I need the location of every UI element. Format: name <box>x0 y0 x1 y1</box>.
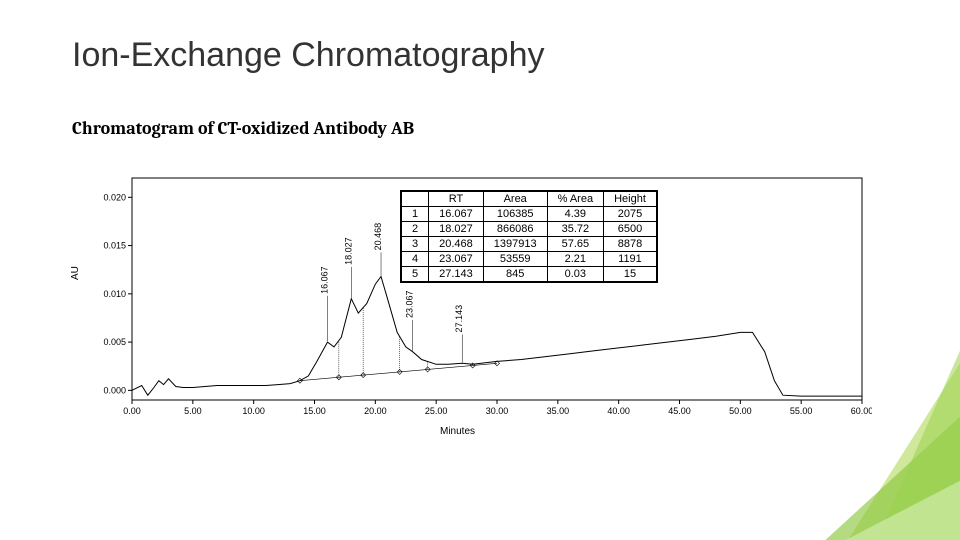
table-row: 116.0671063854.392075 <box>402 207 657 222</box>
svg-text:20.00: 20.00 <box>364 406 387 416</box>
corner-decoration <box>700 260 960 540</box>
peak-label: 23.067 <box>405 290 415 318</box>
svg-text:40.00: 40.00 <box>607 406 630 416</box>
table-row: 423.067535592.211191 <box>402 252 657 267</box>
svg-text:15.00: 15.00 <box>303 406 326 416</box>
svg-text:0.020: 0.020 <box>103 192 126 202</box>
svg-text:0.005: 0.005 <box>103 337 126 347</box>
peak-label: 27.143 <box>454 305 464 333</box>
svg-text:35.00: 35.00 <box>547 406 570 416</box>
svg-text:45.00: 45.00 <box>668 406 691 416</box>
svg-text:5.00: 5.00 <box>184 406 202 416</box>
peak-label: 18.027 <box>343 237 353 265</box>
table-row: 527.1438450.0315 <box>402 267 657 282</box>
svg-text:0.00: 0.00 <box>123 406 141 416</box>
svg-text:0.015: 0.015 <box>103 241 126 251</box>
table-header <box>402 192 429 207</box>
peak-data-table: RTArea% AreaHeight116.0671063854.3920752… <box>400 190 658 283</box>
table-row: 218.02786608635.726500 <box>402 222 657 237</box>
peak-label: 20.468 <box>373 223 383 251</box>
table-header: RT <box>429 192 484 207</box>
peak-label: 16.067 <box>319 266 329 294</box>
slide: Ion-Exchange Chromatography Chromatogram… <box>0 0 960 540</box>
svg-text:0.010: 0.010 <box>103 289 126 299</box>
table-header: % Area <box>547 192 603 207</box>
svg-text:30.00: 30.00 <box>486 406 509 416</box>
svg-text:0.000: 0.000 <box>103 385 126 395</box>
page-title: Ion-Exchange Chromatography <box>72 36 545 75</box>
svg-text:25.00: 25.00 <box>425 406 448 416</box>
svg-text:10.00: 10.00 <box>242 406 265 416</box>
table-row: 320.468139791357.658878 <box>402 237 657 252</box>
y-axis-label: AU <box>70 266 81 280</box>
table-header: Height <box>604 192 657 207</box>
page-subtitle: Chromatogram of CT-oxidized Antibody AB <box>72 118 414 139</box>
table-header: Area <box>483 192 547 207</box>
